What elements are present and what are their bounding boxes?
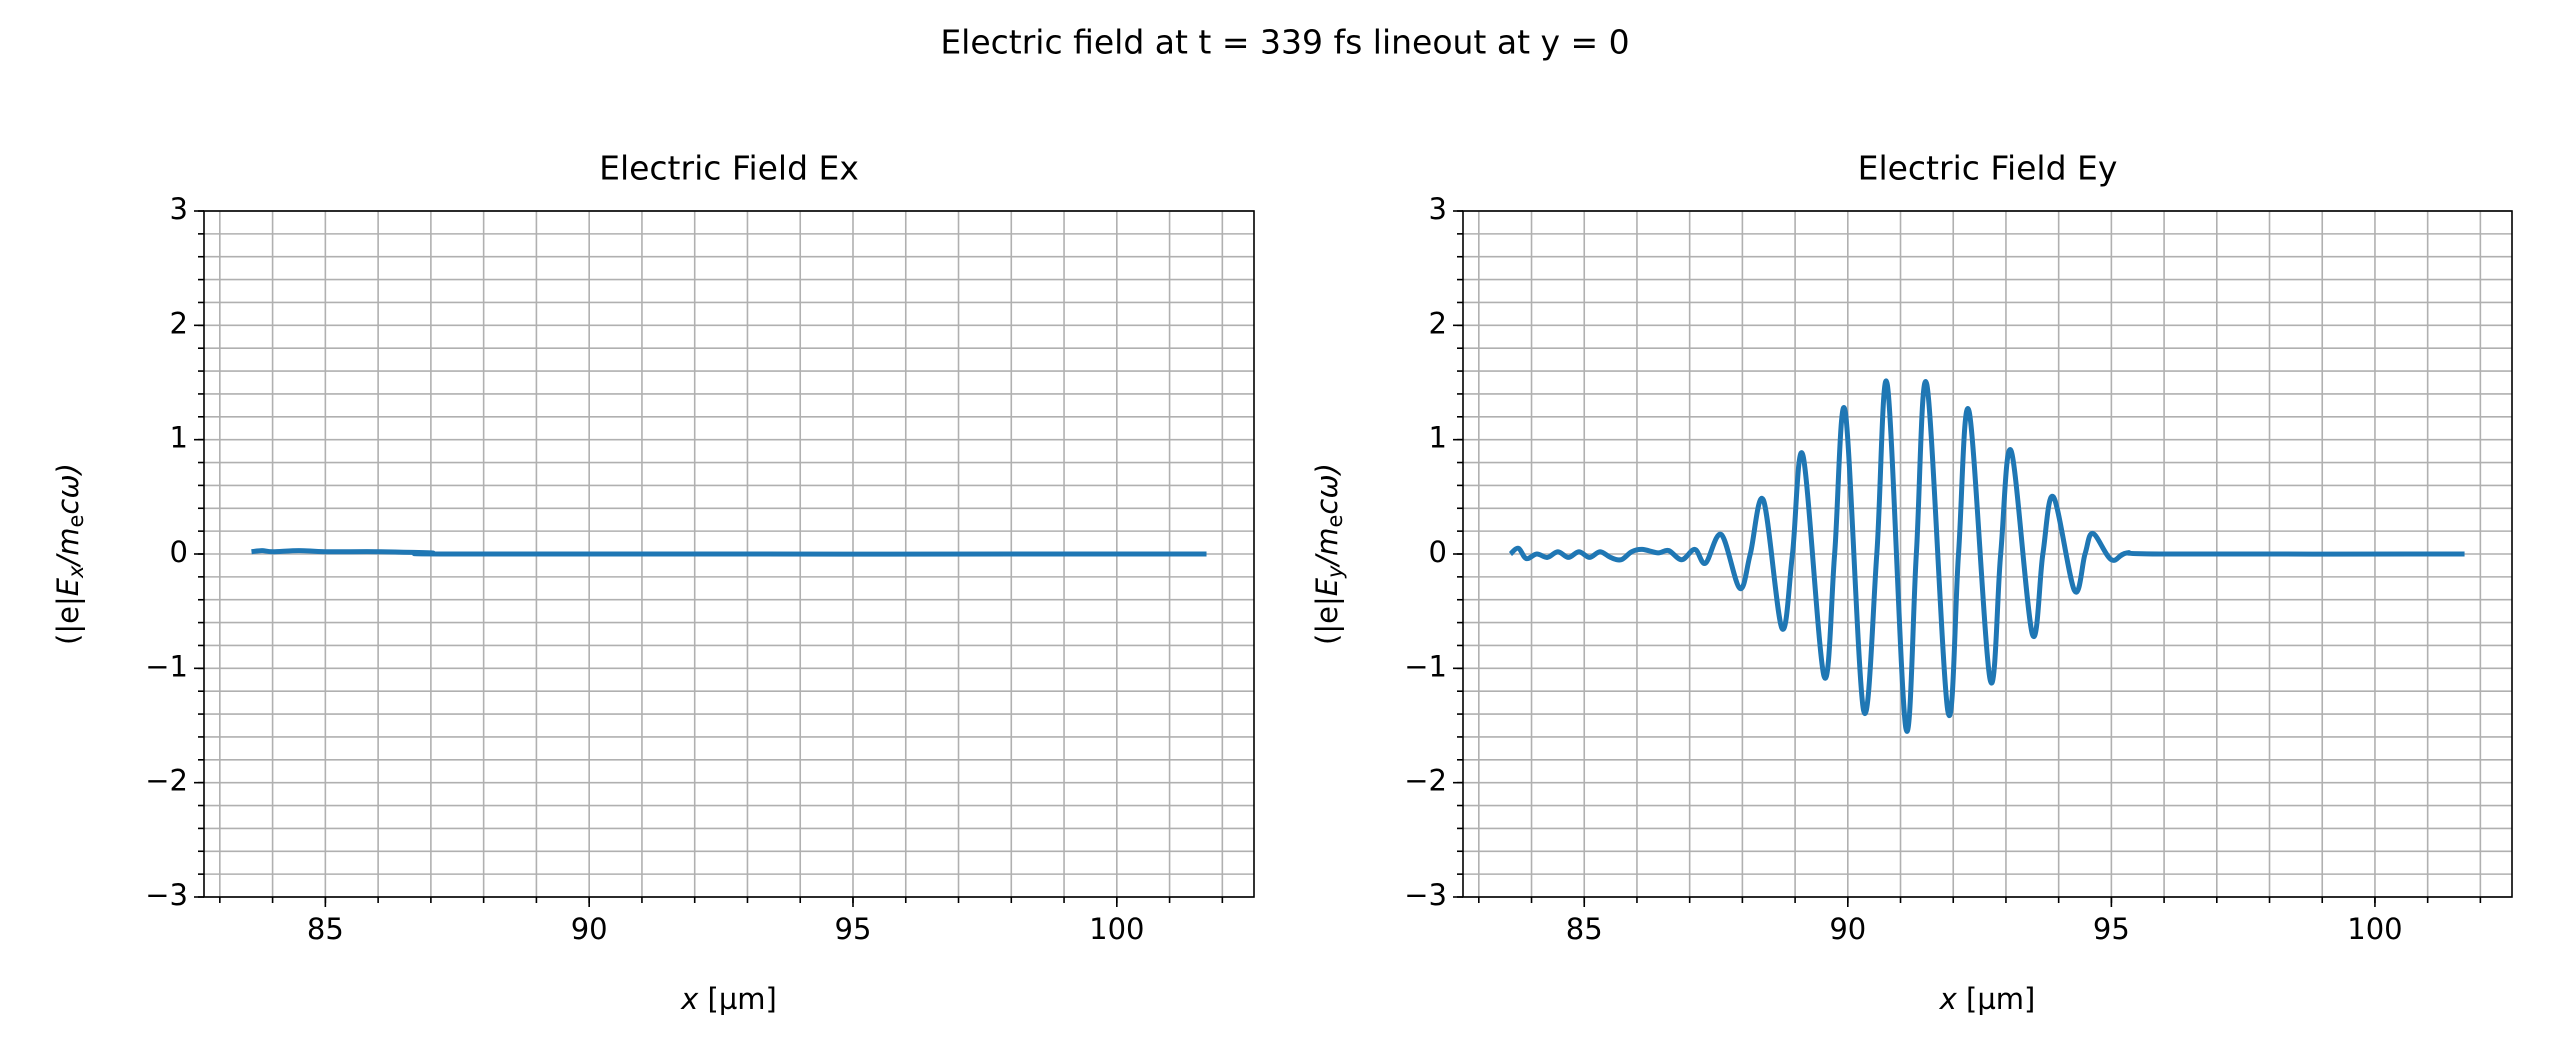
- y-tick-label: 1: [170, 421, 188, 455]
- x-tick-label: 95: [2093, 912, 2130, 946]
- y-tick-label: −3: [145, 878, 188, 912]
- y-axis-label-part: m: [1310, 527, 1344, 555]
- x-tick-label: 100: [1089, 912, 1144, 946]
- y-tick-label: −2: [145, 764, 188, 798]
- y-tick-label: 2: [1429, 306, 1447, 340]
- y-axis-label-part: cω): [51, 463, 85, 515]
- y-tick-label: 2: [170, 306, 188, 340]
- y-axis-label-part: m: [51, 527, 85, 555]
- subplot-title: Electric Field Ey: [1858, 149, 2118, 188]
- y-tick-label: 1: [1429, 421, 1447, 455]
- subplot-title: Electric Field Ex: [599, 149, 859, 188]
- data-line: [251, 548, 1207, 557]
- x-axis-label-part: x: [1939, 982, 1958, 1016]
- figure-title: Electric field at t = 339 fs lineout at …: [940, 23, 1629, 62]
- y-tick-label: 0: [170, 535, 188, 569]
- y-axis-label-part: E: [1310, 577, 1344, 596]
- y-axis-label-part: (|e|: [51, 596, 85, 645]
- x-tick-label: 90: [1829, 912, 1866, 946]
- axes-frame: [203, 210, 1255, 898]
- x-axis-label-part: [µm]: [1957, 982, 2036, 1016]
- x-tick-label: 85: [1566, 912, 1603, 946]
- y-axis-label-part: E: [51, 577, 85, 596]
- y-tick-label: −2: [1404, 764, 1447, 798]
- y-axis-label-part: x: [64, 565, 88, 579]
- y-tick-label: −1: [1404, 649, 1447, 683]
- y-tick-label: 0: [1429, 535, 1447, 569]
- axes-frame: [1462, 210, 2513, 898]
- x-tick-label: 95: [835, 912, 872, 946]
- y-tick-label: −3: [1404, 878, 1447, 912]
- y-tick-label: 3: [170, 192, 188, 226]
- y-axis-label-part: /: [1310, 553, 1344, 569]
- x-tick-label: 90: [571, 912, 608, 946]
- x-tick-label: 85: [307, 912, 344, 946]
- x-axis-label-part: [µm]: [698, 982, 777, 1016]
- y-axis-label: (|e|Ex/mecω): [51, 463, 88, 645]
- y-axis-label-part: (|e|: [1310, 596, 1344, 645]
- y-axis-label-part: y: [1323, 565, 1347, 579]
- y-axis-label-part: e: [1323, 515, 1347, 528]
- y-axis-label-part: /: [51, 553, 85, 569]
- y-axis-label-part: cω): [1310, 463, 1344, 515]
- y-axis-label: (|e|Ey/mecω): [1310, 463, 1347, 645]
- x-axis-label: x [µm]: [1939, 982, 2036, 1016]
- y-tick-label: 3: [1429, 192, 1447, 226]
- y-axis-label-part: e: [64, 515, 88, 528]
- y-tick-label: −1: [145, 649, 188, 683]
- data-line: [1508, 378, 2465, 734]
- x-axis-label-part: x: [680, 982, 699, 1016]
- x-tick-label: 100: [2347, 912, 2402, 946]
- x-axis-label: x [µm]: [680, 982, 777, 1016]
